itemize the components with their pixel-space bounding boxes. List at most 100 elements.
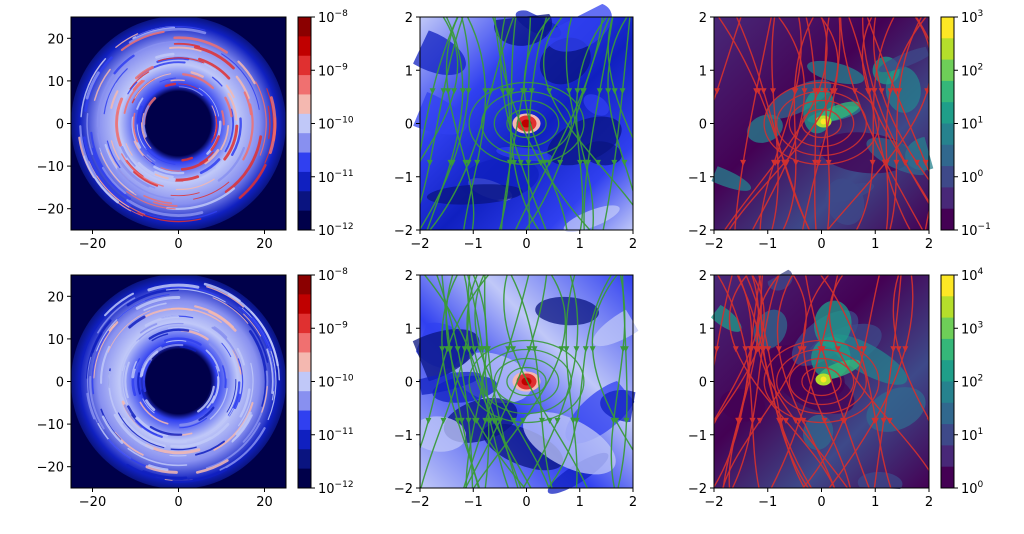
streamline — [514, 17, 604, 230]
colorbar-tick-label: 101 — [961, 116, 983, 133]
streamline-arrow — [732, 346, 739, 353]
streamline-arrow — [861, 346, 867, 353]
colorbar-segment — [298, 371, 311, 392]
streamline — [873, 17, 929, 182]
y-tick-label: −1 — [394, 429, 413, 444]
colorbar-tick-label: 10−10 — [318, 116, 354, 133]
disk-streak — [126, 198, 204, 217]
streamline-arrow — [425, 417, 432, 424]
streamline-arrow — [472, 417, 478, 424]
streamline — [467, 275, 490, 488]
disk-streak — [135, 65, 154, 80]
x-tick-label: −2 — [410, 495, 429, 510]
streamline-arrow — [445, 88, 452, 95]
colorbar-segment — [298, 275, 311, 295]
streamline — [420, 17, 470, 230]
streamline-arrow — [465, 346, 472, 353]
streamline-arrow — [893, 159, 900, 166]
disk-streak — [223, 124, 239, 161]
disk-streak — [126, 463, 156, 478]
y-tick-label: 0 — [405, 376, 413, 391]
streamline — [801, 366, 842, 397]
streamline-arrow — [440, 88, 447, 95]
disk-streak — [151, 342, 170, 353]
disk-streak — [97, 297, 136, 334]
streamline — [499, 17, 547, 230]
streamline — [722, 275, 807, 488]
streamline-arrow — [765, 346, 772, 353]
streamline-arrow — [871, 417, 878, 424]
streamline-arrow — [812, 159, 819, 166]
disk-streak — [198, 87, 220, 117]
streamline — [547, 275, 612, 488]
colorbar-segment — [298, 191, 311, 212]
colorbar: 10−8 10−9 10−10 10−11 10−12 — [297, 267, 354, 497]
disk-streak — [125, 143, 133, 156]
disk-streak — [206, 395, 216, 409]
y-tick-label: 0 — [699, 118, 707, 133]
streamline-arrow — [825, 159, 832, 166]
streamline — [466, 275, 532, 488]
colorbar-segment — [941, 381, 954, 404]
streamline-arrow — [856, 346, 863, 353]
disk-streak — [103, 68, 128, 115]
streamline-arrow — [782, 417, 789, 424]
streamline-arrow — [439, 346, 446, 353]
colorbar-segment — [941, 166, 954, 188]
colorbar-segment — [941, 208, 954, 231]
streamline-arrow — [902, 346, 909, 353]
streamline-arrow — [834, 346, 841, 353]
panel-row2-col2: −2 −1 0 1 2 2 1 0 −1 −2 — [390, 269, 662, 510]
streamline-arrow — [701, 418, 707, 424]
disk-streak — [170, 79, 185, 82]
x-tick-label: 20 — [256, 237, 273, 252]
streamline — [763, 81, 880, 166]
streamline-arrow — [886, 417, 893, 424]
disk-streak — [213, 124, 218, 139]
disk-streak — [142, 299, 174, 310]
y-tick-label: 1 — [699, 64, 707, 79]
disk-streak — [217, 146, 246, 182]
disk-streak — [91, 332, 103, 354]
streamline — [468, 81, 585, 166]
disk-streak — [142, 398, 155, 414]
x-tick-label: 1 — [576, 237, 584, 252]
disk-streak — [136, 97, 144, 110]
streamline-arrow — [497, 417, 503, 424]
streamline — [714, 275, 762, 488]
y-tick-label: −1 — [688, 429, 707, 444]
streamline-arrow — [596, 88, 603, 95]
streamline-arrow — [525, 159, 532, 166]
disk-streak — [91, 147, 132, 201]
streamline-arrow — [791, 88, 798, 95]
streamline — [734, 17, 772, 230]
colorbar-tick-label: 10−8 — [318, 267, 348, 284]
disk-streak — [100, 152, 137, 196]
disk-streak — [107, 310, 151, 353]
disk-streak — [127, 405, 136, 418]
x-tick-label: 1 — [576, 495, 584, 510]
y-tick-label: −10 — [37, 418, 64, 433]
streamline — [771, 17, 779, 230]
colorbar-segment — [298, 152, 311, 173]
streamline-arrow — [883, 159, 890, 166]
colorbar-segment — [941, 402, 954, 425]
disk-streak — [248, 330, 268, 408]
colorbar-tick-label: 10−10 — [318, 374, 354, 391]
streamline — [839, 17, 924, 230]
disk-streak — [160, 167, 181, 172]
colorbar-segment — [941, 275, 954, 297]
streamline-arrow — [797, 346, 804, 353]
streamline-arrow — [499, 88, 506, 95]
disk-streak — [221, 53, 260, 110]
streamline — [714, 17, 742, 103]
disk-streak — [205, 349, 220, 372]
disk-streak — [97, 132, 119, 177]
disk-streak — [140, 122, 152, 149]
disk-streak — [212, 297, 249, 324]
y-tick-label: −2 — [688, 482, 707, 497]
disk-streak — [91, 330, 110, 395]
disk-streak — [108, 370, 124, 424]
disk-streak — [143, 302, 167, 311]
